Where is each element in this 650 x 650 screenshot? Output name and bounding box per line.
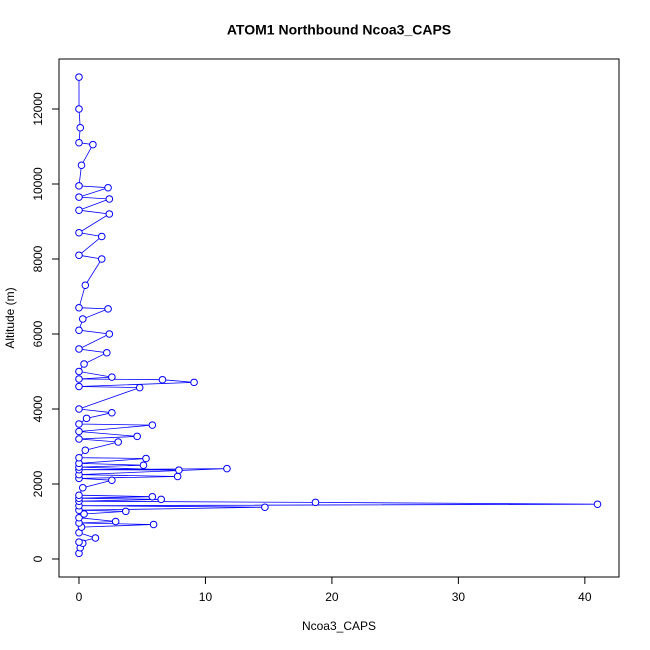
data-point: [75, 228, 83, 237]
y-tick-label: 12000: [31, 92, 45, 126]
data-point: [139, 461, 148, 470]
data-point: [108, 373, 116, 381]
data-point: [75, 538, 83, 546]
data-point: [75, 251, 83, 260]
data-point: [114, 438, 122, 446]
data-point: [78, 483, 87, 492]
data-point: [175, 466, 183, 474]
data-point: [81, 446, 90, 455]
y-tick-label: 10000: [31, 167, 45, 201]
data-point: [89, 140, 97, 149]
data-point: [75, 182, 83, 190]
data-point: [75, 453, 83, 462]
data-point: [97, 255, 106, 263]
data-point: [105, 195, 114, 203]
data-point: [75, 382, 83, 391]
data-point: [121, 507, 130, 516]
data-point: [104, 183, 112, 192]
data-point: [76, 123, 85, 132]
data-point: [158, 375, 167, 384]
data-point: [75, 367, 83, 376]
data-point: [157, 495, 165, 504]
data-point: [148, 492, 157, 501]
data-point: [75, 345, 83, 353]
data-point: [75, 105, 83, 113]
data-point: [105, 210, 114, 218]
data-point: [593, 500, 602, 509]
data-point: [75, 303, 83, 312]
data-line: [77, 77, 598, 554]
y-tick-label: 6000: [31, 320, 45, 347]
x-tick-label: 40: [578, 590, 592, 604]
chart-title: ATOM1 Northbound Ncoa3_CAPS: [227, 22, 451, 38]
data-point: [75, 73, 83, 81]
x-tick-label: 10: [199, 590, 213, 604]
data-point: [311, 498, 320, 507]
data-point: [108, 476, 116, 485]
data-point: [75, 405, 83, 413]
data-point: [75, 435, 83, 443]
x-tick-label: 20: [325, 590, 339, 604]
data-point: [80, 510, 88, 518]
data-point: [75, 326, 83, 335]
data-point: [111, 517, 120, 526]
data-point: [97, 232, 106, 241]
data-point: [80, 360, 88, 368]
x-tick-label: 30: [452, 590, 466, 604]
data-point: [75, 193, 83, 201]
y-tick-label: 0: [31, 555, 45, 562]
data-point: [148, 421, 157, 429]
data-point: [261, 503, 269, 512]
x-axis-label: Ncoa3_CAPS: [302, 619, 376, 633]
data-point: [75, 138, 83, 147]
data-point: [75, 206, 83, 215]
data-point: [82, 414, 91, 423]
y-tick-label: 2000: [31, 470, 45, 497]
data-point: [78, 315, 87, 323]
y-tick-label: 8000: [31, 245, 45, 272]
data-point: [149, 520, 158, 529]
data-point: [77, 161, 86, 170]
data-point: [75, 491, 83, 500]
data-point: [75, 513, 83, 522]
data-point: [135, 383, 144, 392]
data-point: [91, 534, 100, 542]
data-point: [133, 432, 141, 441]
data-point: [104, 305, 112, 313]
data-point: [75, 375, 83, 383]
data-point: [81, 281, 90, 290]
data-point: [173, 472, 182, 481]
data-point: [75, 420, 83, 428]
x-tick-label: 0: [76, 590, 83, 604]
data-point: [108, 408, 116, 417]
data-point: [190, 378, 198, 387]
data-point: [105, 330, 114, 338]
data-point: [103, 348, 111, 357]
y-tick-label: 4000: [31, 395, 45, 422]
data-point: [223, 464, 231, 473]
data-point: [142, 454, 150, 463]
y-axis-label: Altitude (m): [3, 287, 17, 348]
data-point: [75, 427, 83, 436]
